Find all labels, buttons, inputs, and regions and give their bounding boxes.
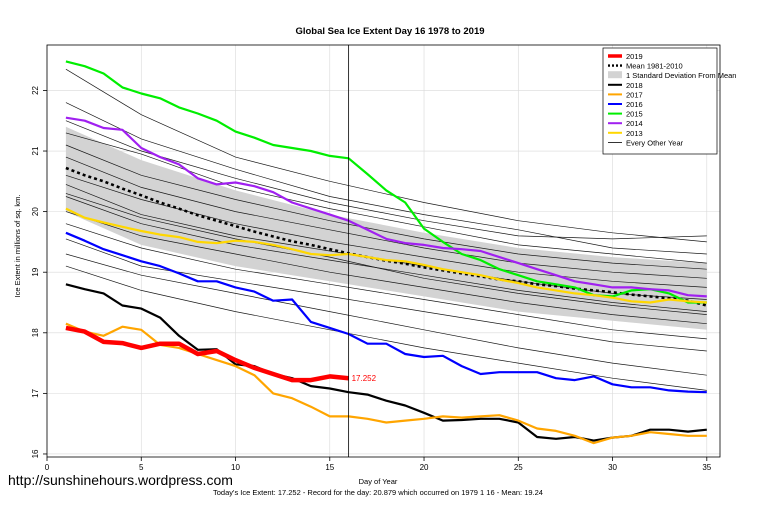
y-axis-label: Ice Extent in millions of sq. km. [13, 195, 22, 298]
y-tick-label: 16 [31, 449, 40, 458]
y-tick-label: 21 [31, 146, 40, 155]
every-other-year-line [65, 265, 707, 391]
legend-label: 2017 [626, 90, 643, 99]
x-tick-label: 25 [514, 463, 523, 472]
every-other-year-line [65, 68, 707, 243]
x-axis-label: Day of Year [359, 477, 398, 486]
every-other-year-line [65, 132, 707, 264]
chart-title: Global Sea Ice Extent Day 16 1978 to 201… [295, 26, 484, 37]
every-other-year-line [65, 223, 707, 340]
x-tick-label: 5 [139, 463, 144, 472]
legend-label: 2018 [626, 81, 643, 90]
legend-label: 1 Standard Deviation From Mean [626, 71, 736, 80]
end-value-label: 17.252 [352, 374, 377, 383]
series-line-2013 [65, 207, 707, 304]
series-line-2014 [65, 116, 707, 298]
every-other-year-line [65, 253, 707, 376]
x-tick-label: 10 [231, 463, 240, 472]
legend-label: 2013 [626, 129, 643, 138]
x-tick-label: 35 [702, 463, 711, 472]
y-tick-label: 19 [31, 267, 40, 276]
x-tick-label: 0 [45, 463, 50, 472]
legend-label: Every Other Year [626, 138, 684, 147]
legend-swatch [608, 71, 622, 79]
blog-credit: http://sunshinehours.wordpress.com [8, 472, 233, 488]
x-tick-label: 20 [420, 463, 429, 472]
series-line-2017 [65, 322, 707, 445]
x-tick-label: 15 [325, 463, 334, 472]
legend-label: Mean 1981-2010 [626, 62, 683, 71]
std-dev-band [65, 126, 707, 330]
every-other-year-line [65, 211, 707, 325]
legend-label: 2016 [626, 100, 643, 109]
legend-label: 2014 [626, 119, 643, 128]
y-tick-label: 22 [31, 85, 40, 94]
series-line-2019 [65, 325, 349, 383]
x-tick-label: 30 [608, 463, 617, 472]
every-other-year-line [65, 174, 707, 288]
every-other-year-line [65, 238, 707, 352]
every-other-year-line [65, 144, 707, 270]
footer-stats: Today's Ice Extent: 17.252 - Record for … [213, 488, 543, 497]
every-other-year-line [65, 102, 707, 255]
plot-frame [46, 44, 721, 458]
y-tick-label: 18 [31, 328, 40, 337]
every-other-year-line [65, 193, 707, 315]
legend-label: 2015 [626, 110, 643, 119]
every-other-year-line [65, 156, 707, 279]
series-line-2016 [65, 231, 707, 394]
y-tick-label: 17 [31, 388, 40, 397]
y-tick-label: 20 [31, 207, 40, 216]
legend-label: 2019 [626, 52, 643, 61]
series-line-2018 [65, 283, 707, 442]
